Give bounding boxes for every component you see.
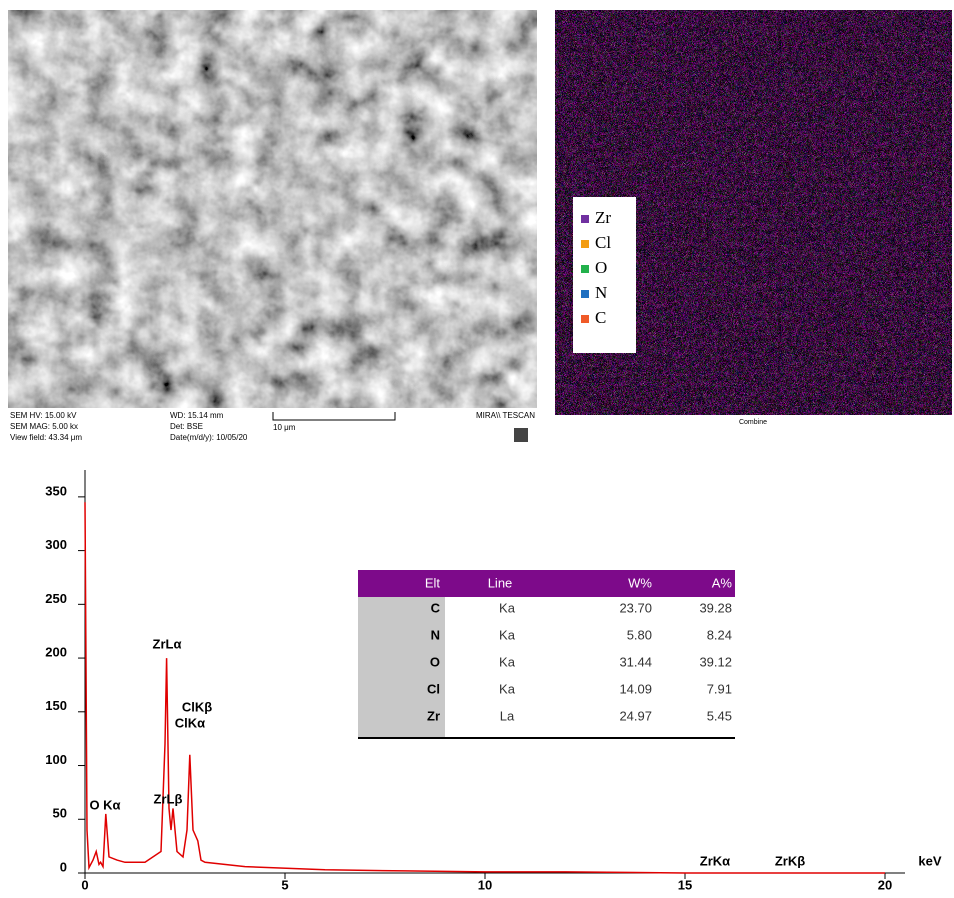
y-tick-label: 0 (60, 859, 67, 874)
table-cell: 8.24 (707, 627, 732, 642)
table-header: Elt (425, 575, 441, 590)
y-tick-label: 350 (45, 483, 67, 498)
x-tick-label: 20 (878, 877, 892, 892)
table-cell: C (431, 600, 441, 615)
y-tick-label: 50 (53, 806, 67, 821)
x-tick-label: 0 (81, 877, 88, 892)
y-tick-label: 150 (45, 698, 67, 713)
sem-image (8, 10, 537, 408)
legend-label: Cl (595, 233, 611, 252)
peak-label: ZrKβ (775, 853, 805, 868)
table-cell: Ka (499, 681, 516, 696)
table-cell: N (431, 627, 440, 642)
peak-label: ZrLβ (154, 791, 183, 806)
table-header-bg (358, 570, 735, 597)
table-cell: Cl (427, 681, 440, 696)
y-tick-label: 100 (45, 752, 67, 767)
table-cell: Ka (499, 654, 516, 669)
x-tick-label: 10 (478, 877, 492, 892)
peak-label: ClKα (175, 715, 205, 730)
sem-info: Date(m/d/y): 10/05/20 (170, 433, 248, 442)
table-header: W% (628, 575, 652, 590)
table-cell: 31.44 (619, 654, 652, 669)
legend-swatch (581, 215, 589, 223)
sem-info: View field: 43.34 μm (10, 433, 82, 442)
table-header: Line (488, 575, 513, 590)
y-tick-label: 200 (45, 645, 67, 660)
table-cell: O (430, 654, 440, 669)
peak-label: O Kα (89, 797, 120, 812)
peak-label: ZrLα (153, 636, 182, 651)
table-cell: 14.09 (619, 681, 652, 696)
brand: MIRA\\ TESCAN (476, 411, 535, 420)
table-cell: Ka (499, 600, 516, 615)
table-cell: Ka (499, 627, 516, 642)
y-tick-label: 250 (45, 591, 67, 606)
table-cell: Zr (427, 708, 440, 723)
table-cell: 39.28 (699, 600, 732, 615)
scale-label: 10 μm (273, 423, 296, 432)
table-cell: 5.45 (707, 708, 732, 723)
table-cell: 24.97 (619, 708, 652, 723)
peak-label: ZrKα (700, 853, 730, 868)
sem-info: SEM MAG: 5.00 kx (10, 422, 78, 431)
peak-label: ClKβ (182, 699, 212, 714)
sem-info: Det: BSE (170, 422, 203, 431)
table-cell: 39.12 (699, 654, 732, 669)
legend-label: O (595, 258, 607, 277)
table-cell: 7.91 (707, 681, 732, 696)
legend-label: C (595, 308, 606, 327)
table-header: A% (712, 575, 733, 590)
figure: SEM HV: 15.00 kV SEM MAG: 5.00 kx View f… (0, 0, 954, 893)
table-cell: La (500, 708, 515, 723)
x-tick-label: 5 (281, 877, 288, 892)
legend-swatch (581, 290, 589, 298)
y-tick-label: 300 (45, 537, 67, 552)
map-caption: Combine (739, 419, 767, 426)
legend-swatch (581, 240, 589, 248)
logo (514, 428, 528, 442)
sem-info: SEM HV: 15.00 kV (10, 411, 77, 420)
table-cell: 23.70 (619, 600, 652, 615)
legend-swatch (581, 265, 589, 273)
legend-label: N (595, 283, 607, 302)
sem-info: WD: 15.14 mm (170, 411, 224, 420)
x-axis-label: keV (918, 853, 941, 868)
legend-swatch (581, 315, 589, 323)
table-cell: 5.80 (627, 627, 652, 642)
x-tick-label: 15 (678, 877, 692, 892)
scale-bar (273, 412, 395, 420)
legend-label: Zr (595, 208, 611, 227)
spectrum-line (85, 502, 885, 873)
